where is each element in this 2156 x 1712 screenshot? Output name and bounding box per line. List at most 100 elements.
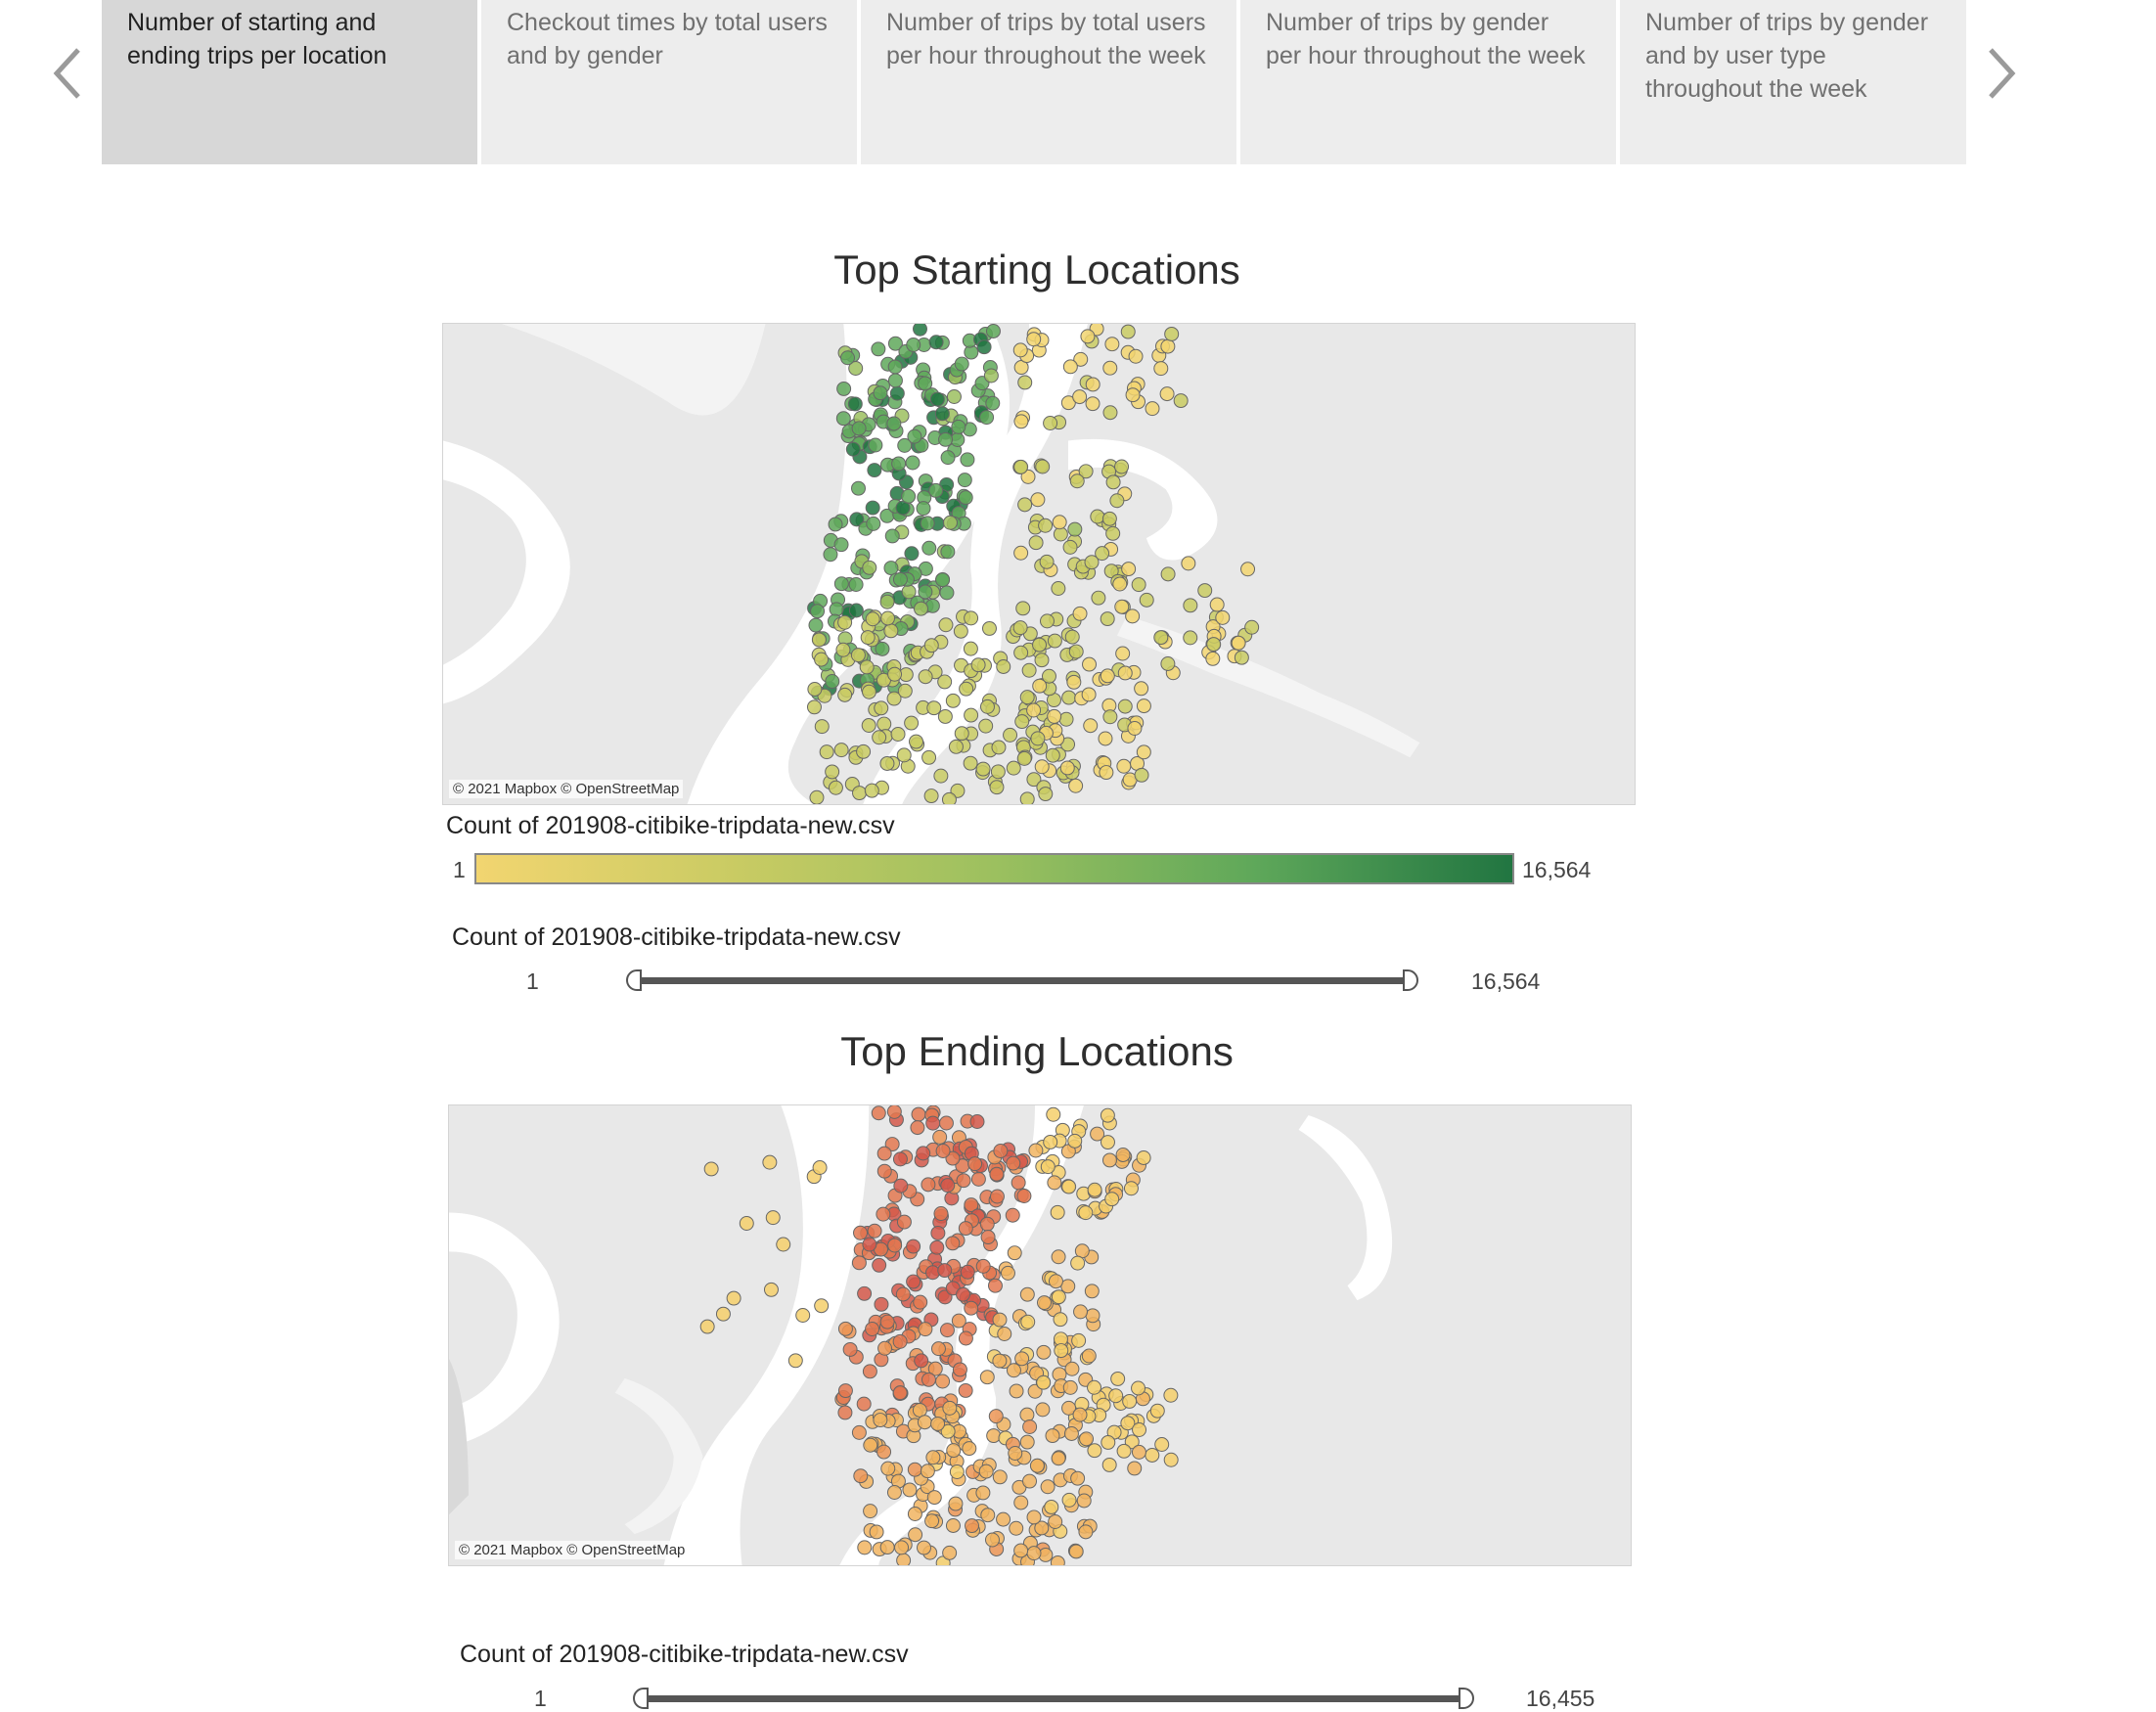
station-point[interactable] [739,1216,754,1231]
station-point[interactable] [970,657,986,673]
station-point[interactable] [806,699,822,715]
station-point[interactable] [954,356,969,372]
station-point[interactable] [1080,329,1096,344]
station-point[interactable] [1015,601,1031,616]
station-point[interactable] [1027,1383,1043,1399]
station-point[interactable] [1109,493,1125,509]
station-point[interactable] [1078,1524,1094,1540]
station-point[interactable] [975,1258,991,1274]
station-point[interactable] [1062,1379,1078,1395]
station-point[interactable] [1071,1332,1087,1348]
station-point[interactable] [892,1151,908,1167]
station-point[interactable] [924,1265,940,1281]
station-point[interactable] [1052,515,1067,530]
station-point[interactable] [861,684,876,699]
station-point[interactable] [1051,1249,1066,1265]
station-point[interactable] [934,406,950,422]
station-point[interactable] [1034,653,1050,668]
station-point[interactable] [787,1353,803,1369]
station-point[interactable] [1085,377,1100,392]
station-point[interactable] [1134,681,1149,697]
station-point[interactable] [1128,348,1144,364]
station-point[interactable] [860,630,876,646]
station-point[interactable] [1061,1492,1077,1508]
station-point[interactable] [865,611,880,627]
station-point[interactable] [1099,765,1114,781]
station-point[interactable] [917,1540,931,1555]
station-point[interactable] [1082,656,1098,672]
station-point[interactable] [892,1333,908,1349]
station-point[interactable] [1215,609,1231,625]
station-point[interactable] [840,350,856,366]
station-point[interactable] [1084,555,1100,570]
station-point[interactable] [1105,474,1121,490]
station-point[interactable] [726,1290,741,1306]
station-point[interactable] [1079,1431,1095,1447]
station-point[interactable] [938,431,954,447]
station-point[interactable] [1000,1265,1015,1281]
station-point[interactable] [914,601,928,616]
station-point[interactable] [884,1137,900,1152]
station-point[interactable] [842,1341,858,1357]
station-point[interactable] [884,528,900,544]
station-point[interactable] [902,1482,918,1498]
station-point[interactable] [1125,387,1141,403]
station-point[interactable] [835,642,851,657]
station-point[interactable] [880,1461,896,1476]
station-point[interactable] [887,373,903,388]
station-point[interactable] [945,1150,961,1166]
station-point[interactable] [876,1206,891,1222]
station-point[interactable] [1051,1289,1066,1305]
station-point[interactable] [811,632,827,648]
station-point[interactable] [896,747,912,763]
station-point[interactable] [1078,1205,1094,1221]
station-point[interactable] [868,437,883,453]
station-point[interactable] [1007,1245,1022,1261]
next-tab-arrow-icon[interactable] [1971,39,2030,108]
station-point[interactable] [1163,1452,1179,1467]
station-point[interactable] [918,1322,933,1337]
station-point[interactable] [1037,1295,1052,1311]
station-point[interactable] [901,584,917,600]
station-point[interactable] [1136,1150,1151,1165]
station-point[interactable] [1240,562,1256,577]
station-point[interactable] [892,571,908,587]
station-point[interactable] [1039,613,1055,629]
station-point[interactable] [976,339,992,355]
station-point[interactable] [851,421,867,436]
station-point[interactable] [1064,629,1080,645]
station-point[interactable] [937,674,953,690]
station-point[interactable] [1173,393,1189,409]
station-point[interactable] [894,1540,910,1555]
end-filter-range-slider[interactable] [643,1695,1464,1702]
station-point[interactable] [940,1178,956,1194]
station-point[interactable] [1032,637,1047,653]
station-point[interactable] [762,1154,778,1170]
station-point[interactable] [1101,511,1117,526]
station-point[interactable] [879,1540,895,1555]
station-point[interactable] [1017,497,1033,513]
station-point[interactable] [1136,698,1151,714]
station-point[interactable] [1085,1308,1100,1324]
station-point[interactable] [904,546,920,562]
tab-starting-ending-trips[interactable]: Number of starting and ending trips per … [102,0,477,164]
station-point[interactable] [1209,597,1225,612]
station-point[interactable] [876,1146,892,1161]
station-point[interactable] [1072,1407,1088,1422]
station-point[interactable] [1205,651,1221,666]
station-point[interactable] [945,1518,961,1533]
station-point[interactable] [1047,633,1062,649]
station-point[interactable] [1183,598,1198,613]
station-point[interactable] [957,473,972,488]
station-point[interactable] [907,1507,922,1521]
station-point[interactable] [879,594,895,609]
station-point[interactable] [1022,1419,1038,1434]
station-point[interactable] [1058,711,1074,727]
station-point[interactable] [1234,650,1249,665]
station-point[interactable] [1009,1520,1024,1536]
station-point[interactable] [1012,342,1028,358]
station-point[interactable] [1026,1509,1042,1525]
station-point[interactable] [1073,1304,1089,1320]
station-point[interactable] [1090,1126,1105,1142]
station-point[interactable] [1040,1159,1056,1175]
